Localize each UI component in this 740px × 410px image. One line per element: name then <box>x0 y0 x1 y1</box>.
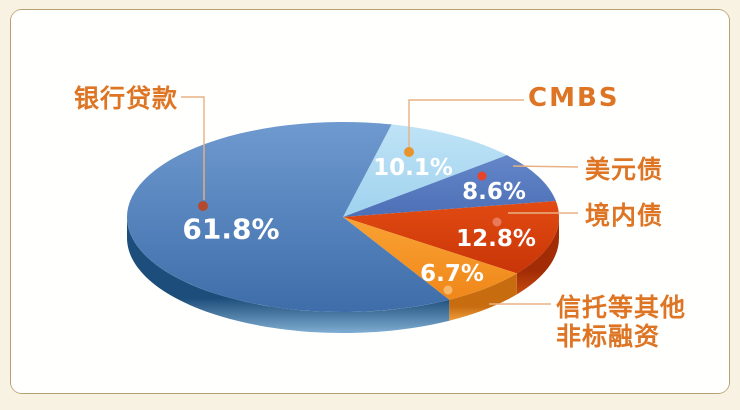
label-usd-bonds: 美元债 <box>585 155 664 184</box>
pie-slice-top-4 <box>127 122 450 312</box>
slice-value-labels: 10.1% 8.6% 12.8% 6.7% 61.8% <box>182 155 535 287</box>
pie-slice-side-4 <box>126 217 450 333</box>
label-domestic-bonds: 境内债 <box>585 201 664 230</box>
callout-dot-0 <box>404 147 414 157</box>
slice-value-2: 12.8% <box>456 226 536 252</box>
slice-value-3: 6.7% <box>420 261 484 287</box>
slice-value-4: 61.8% <box>182 213 279 246</box>
slice-value-1: 8.6% <box>462 179 526 205</box>
callout-dot-4 <box>198 201 208 211</box>
pie-slice-top-0 <box>343 124 507 217</box>
pie-slice-top-1 <box>343 155 556 217</box>
label-trust-other-nonstandard: 信托等其他非标融资 <box>556 293 687 351</box>
callout-dot-1 <box>477 171 487 181</box>
slice-value-0: 10.1% <box>373 155 453 181</box>
callout-dot-2 <box>492 217 502 227</box>
pie-slice-top-2 <box>343 201 559 274</box>
leader-line-1 <box>512 165 579 168</box>
callout-dot-3 <box>443 285 453 295</box>
pie-slice-top-3 <box>343 217 517 300</box>
pie-slice-side-2 <box>516 217 559 295</box>
pie-slice-sides <box>126 217 559 333</box>
leader-line-4 <box>181 96 205 200</box>
leader-line-0 <box>408 99 524 147</box>
pie-slice-side-3 <box>449 273 517 321</box>
label-bank-loans: 银行贷款 <box>73 84 178 113</box>
callout-dots <box>198 147 502 295</box>
label-cmbs: CMBS <box>528 83 620 113</box>
callout-leader-lines <box>181 96 579 305</box>
pie-slice-tops <box>127 122 559 312</box>
